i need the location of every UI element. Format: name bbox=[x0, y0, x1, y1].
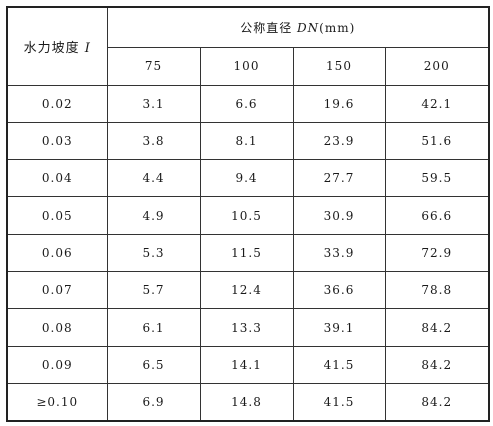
flow-table: 水力坡度 I 公称直径 DN(mm) 75 100 150 200 0.02 3… bbox=[6, 6, 491, 422]
table-cell: 78.8 bbox=[384, 271, 490, 310]
table-row: 0.03 3.8 8.1 23.9 51.6 bbox=[6, 121, 490, 161]
table-cell: 6.1 bbox=[106, 308, 201, 347]
row-label: 0.06 bbox=[6, 233, 108, 273]
column-header-75: 75 bbox=[106, 46, 201, 86]
row-label: 0.08 bbox=[6, 308, 108, 347]
row-label: 0.04 bbox=[6, 159, 108, 198]
table-cell: 19.6 bbox=[292, 84, 386, 123]
row-header-symbol: I bbox=[84, 40, 91, 56]
table-row: 0.04 4.4 9.4 27.7 59.5 bbox=[6, 159, 490, 198]
row-label: 0.02 bbox=[6, 84, 108, 123]
table-cell: 4.9 bbox=[106, 196, 201, 235]
table-row: 0.07 5.7 12.4 36.6 78.8 bbox=[6, 271, 490, 310]
table-cell: 36.6 bbox=[292, 271, 386, 310]
table-row: ≥0.10 6.9 14.8 41.5 84.2 bbox=[6, 383, 490, 422]
row-label: 0.05 bbox=[6, 196, 108, 235]
table-cell: 3.8 bbox=[106, 121, 201, 161]
row-header-cell: 水力坡度 I bbox=[6, 6, 108, 86]
table-cell: 6.9 bbox=[106, 383, 201, 422]
table-cell: 14.8 bbox=[199, 383, 294, 422]
table-cell: 72.9 bbox=[384, 233, 490, 273]
table-cell: 9.4 bbox=[199, 159, 294, 198]
row-label: ≥0.10 bbox=[6, 383, 108, 422]
table-cell: 41.5 bbox=[292, 345, 386, 385]
table-cell: 13.3 bbox=[199, 308, 294, 347]
table-cell: 66.6 bbox=[384, 196, 490, 235]
table-cell: 3.1 bbox=[106, 84, 201, 123]
column-group-symbol: DN bbox=[297, 20, 320, 35]
table-cell: 8.1 bbox=[199, 121, 294, 161]
table-row: 0.08 6.1 13.3 39.1 84.2 bbox=[6, 308, 490, 347]
table-cell: 27.7 bbox=[292, 159, 386, 198]
column-group-unit: (mm) bbox=[319, 20, 356, 35]
table-row: 0.09 6.5 14.1 41.5 84.2 bbox=[6, 345, 490, 385]
table-cell: 30.9 bbox=[292, 196, 386, 235]
table-cell: 59.5 bbox=[384, 159, 490, 198]
column-header-150: 150 bbox=[292, 46, 386, 86]
column-group-header: 公称直径 DN(mm) bbox=[106, 6, 490, 48]
row-header-text: 水力坡度 bbox=[23, 40, 85, 56]
table-cell: 6.5 bbox=[106, 345, 201, 385]
row-label: 0.07 bbox=[6, 271, 108, 310]
table-cell: 41.5 bbox=[292, 383, 386, 422]
table-cell: 51.6 bbox=[384, 121, 490, 161]
table-cell: 33.9 bbox=[292, 233, 386, 273]
table-row: 0.02 3.1 6.6 19.6 42.1 bbox=[6, 84, 490, 123]
column-header-200: 200 bbox=[384, 46, 490, 86]
table-cell: 39.1 bbox=[292, 308, 386, 347]
column-header-100: 100 bbox=[199, 46, 294, 86]
table-cell: 84.2 bbox=[384, 308, 490, 347]
table-cell: 84.2 bbox=[384, 383, 490, 422]
table-cell: 11.5 bbox=[199, 233, 294, 273]
table-cell: 4.4 bbox=[106, 159, 201, 198]
column-group-text: 公称直径 bbox=[240, 20, 298, 35]
table-cell: 42.1 bbox=[384, 84, 490, 123]
table-cell: 12.4 bbox=[199, 271, 294, 310]
table-row: 0.06 5.3 11.5 33.9 72.9 bbox=[6, 233, 490, 273]
row-label: 0.09 bbox=[6, 345, 108, 385]
table-cell: 5.3 bbox=[106, 233, 201, 273]
table-cell: 23.9 bbox=[292, 121, 386, 161]
table-cell: 6.6 bbox=[199, 84, 294, 123]
table-cell: 10.5 bbox=[199, 196, 294, 235]
table-cell: 84.2 bbox=[384, 345, 490, 385]
table-row: 0.05 4.9 10.5 30.9 66.6 bbox=[6, 196, 490, 235]
row-label: 0.03 bbox=[6, 121, 108, 161]
table-cell: 14.1 bbox=[199, 345, 294, 385]
table-cell: 5.7 bbox=[106, 271, 201, 310]
